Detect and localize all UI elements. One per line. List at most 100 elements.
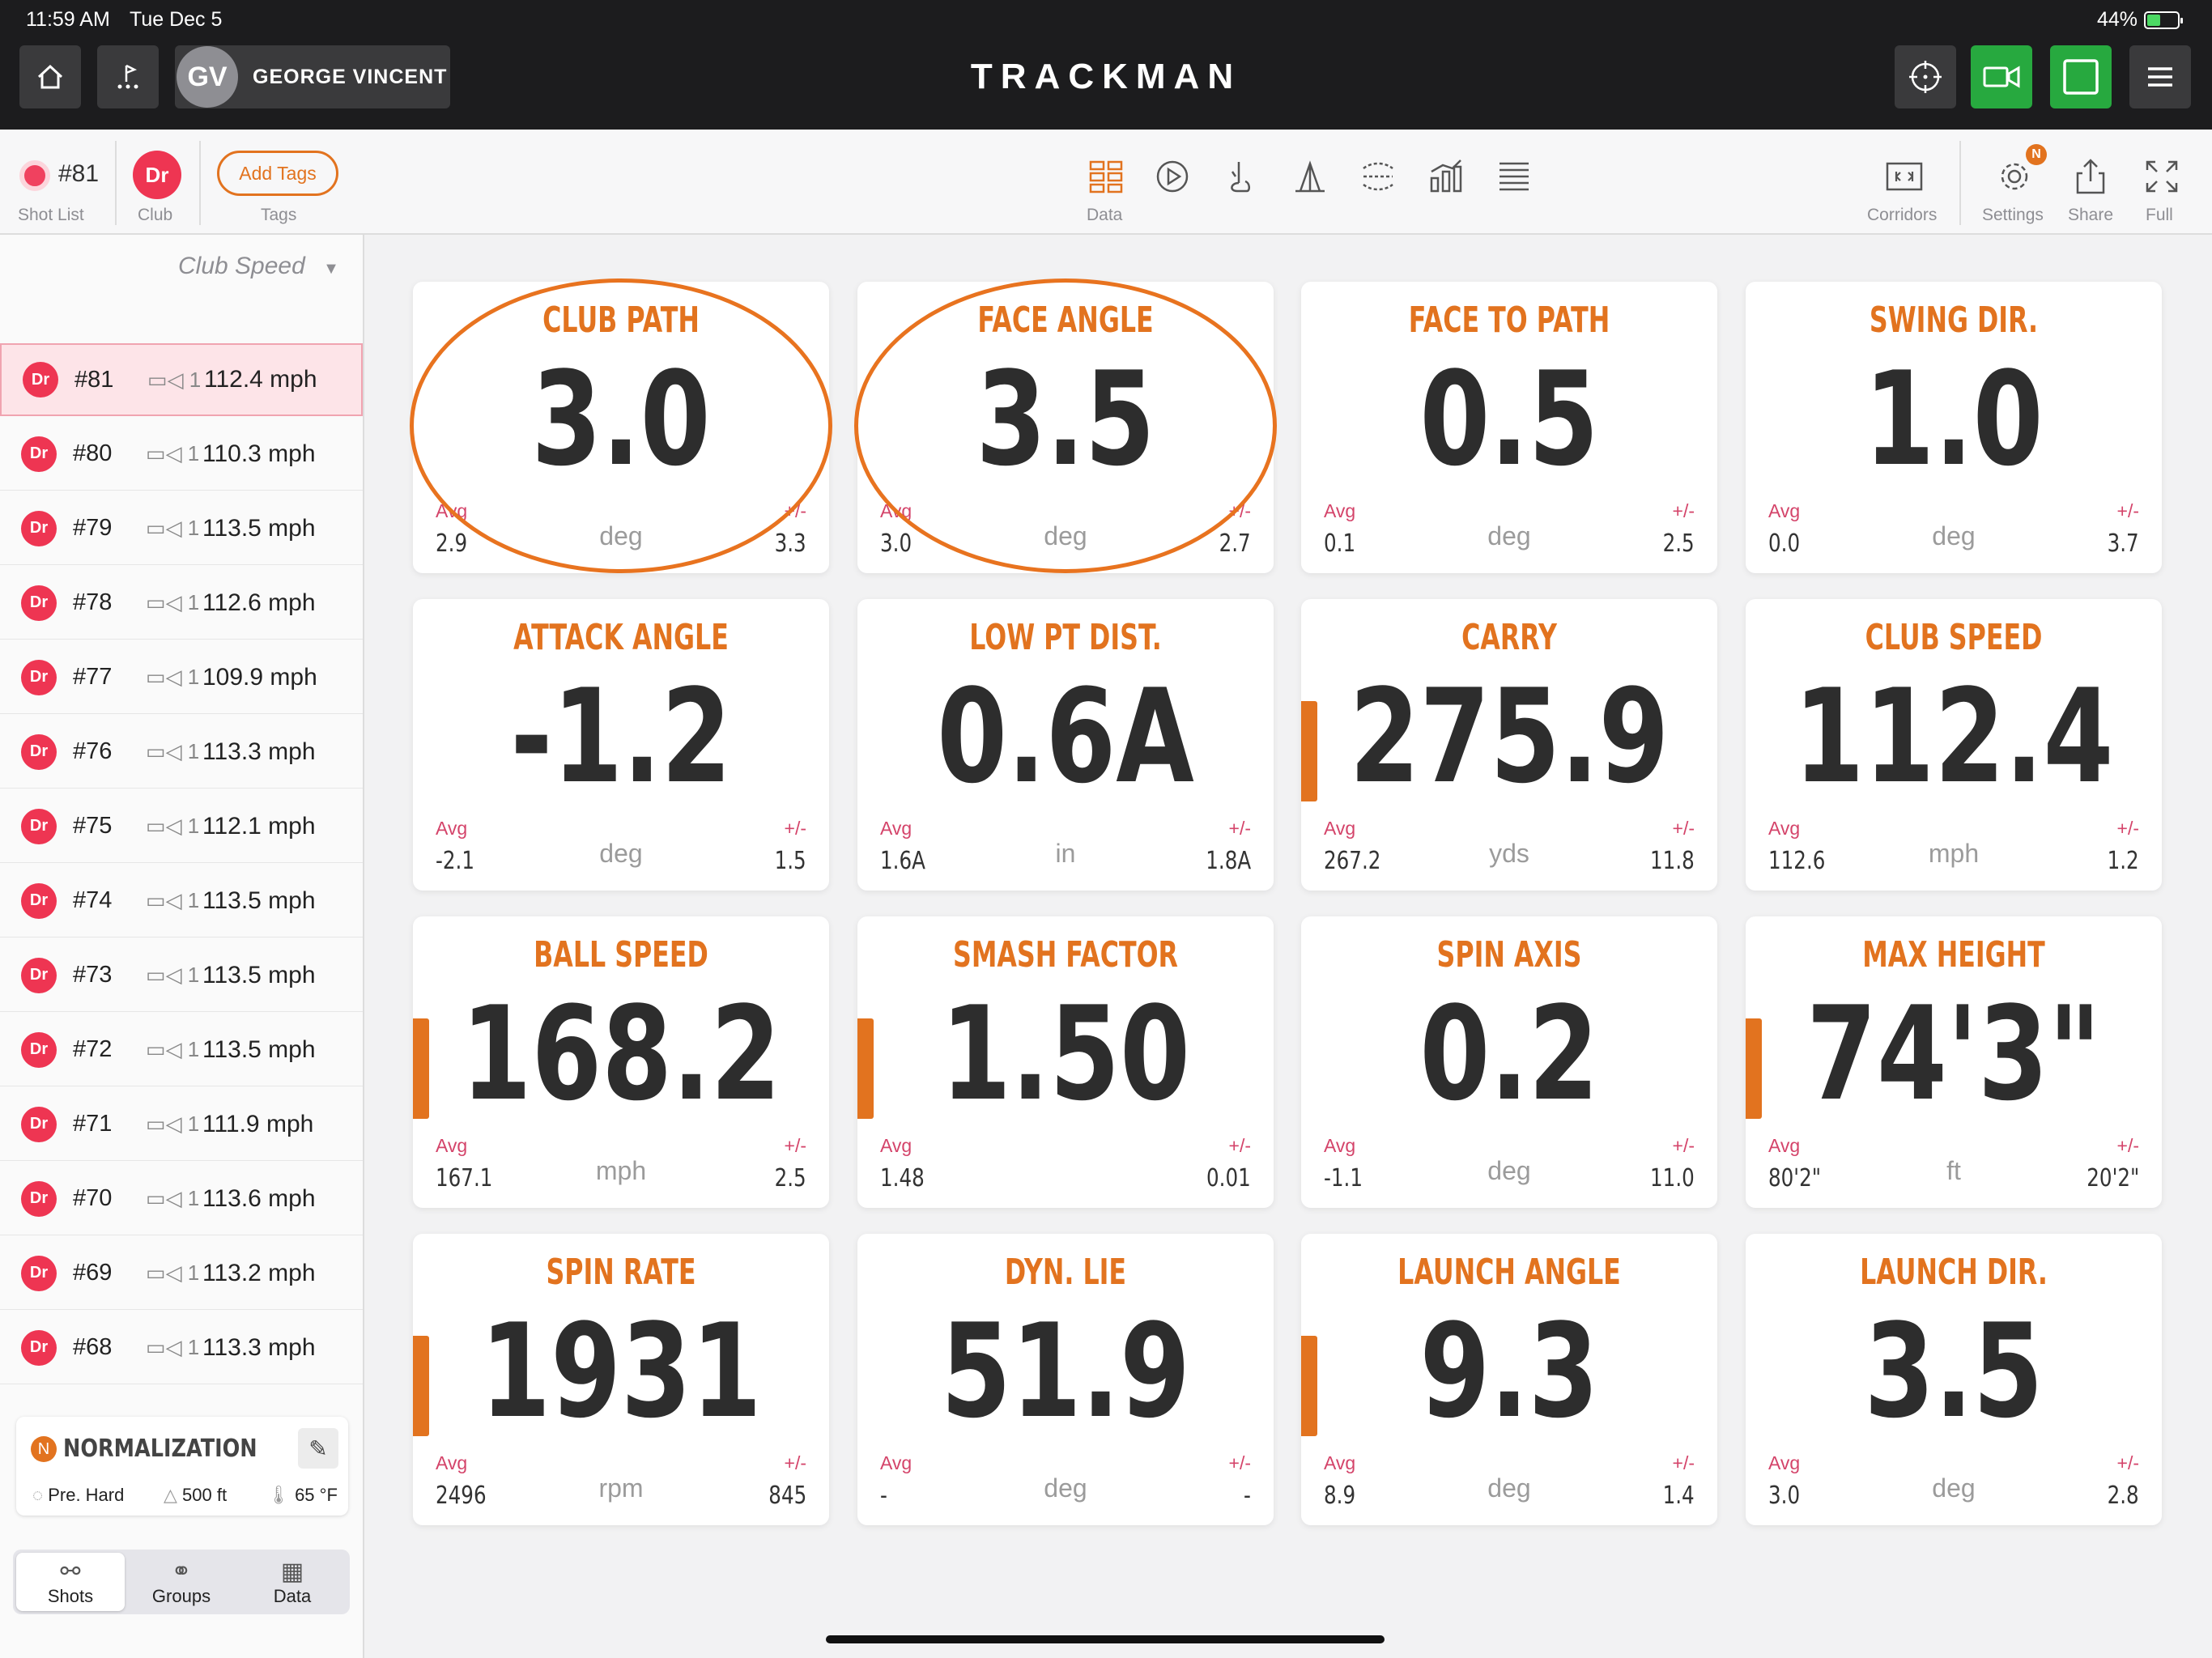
pencil-icon: ✎ [308, 1435, 328, 1461]
record-indicator[interactable] [19, 160, 50, 191]
tile-unit: deg [599, 521, 643, 551]
shots-icon: ⚯ [60, 1558, 81, 1585]
tile-unit: deg [599, 839, 643, 868]
data-tile[interactable]: LOW PT DIST. 0.6A Avg +/- 1.6A in 1.8A [857, 599, 1274, 891]
data-tile[interactable]: SPIN AXIS 0.2 Avg +/- -1.1 deg 11.0 [1301, 916, 1717, 1208]
divider [115, 141, 117, 225]
tab-shots-label: Shots [47, 1585, 94, 1606]
player-selector[interactable]: GV GEORGE VINCENT [175, 45, 450, 108]
data-tile[interactable]: CLUB SPEED 112.4 Avg +/- 112.6 mph 1.2 [1746, 599, 2162, 891]
club-button[interactable]: Dr [133, 151, 181, 199]
data-tile[interactable]: SWING DIR. 1.0 Avg +/- 0.0 deg 3.7 [1746, 282, 2162, 573]
plus-minus-label: +/- [1228, 818, 1251, 839]
shot-row[interactable]: Dr #80 ▭◁ 1 110.3 mph [0, 418, 363, 491]
tab-groups[interactable]: ⚭ Groups [127, 1553, 236, 1611]
tab-shots[interactable]: ⚯ Shots [16, 1553, 125, 1611]
data-tile[interactable]: LAUNCH DIR. 3.5 Avg +/- 3.0 deg 2.8 [1746, 1234, 2162, 1525]
video-count: ▭◁ 1 [146, 590, 202, 615]
tile-title: LAUNCH DIR. [1860, 1252, 2048, 1293]
data-tile[interactable]: BALL SPEED 168.2 Avg +/- 167.1 mph 2.5 [413, 916, 829, 1208]
current-shot-number[interactable]: #81 [58, 160, 100, 187]
shot-row[interactable]: Dr #72 ▭◁ 1 113.5 mph [0, 1014, 363, 1086]
sort-dropdown[interactable]: Club Speed ▼ [178, 253, 339, 280]
data-tile[interactable]: FACE TO PATH 0.5 Avg +/- 0.1 deg 2.5 [1301, 282, 1717, 573]
corridors-label: Corridors [1867, 206, 1938, 224]
tile-title: ATTACK ANGLE [513, 617, 729, 658]
shot-list-label: Shot List [18, 206, 84, 224]
shot-row[interactable]: Dr #77 ▭◁ 1 109.9 mph [0, 641, 363, 714]
share-icon[interactable] [2071, 157, 2110, 196]
bar-chart-icon[interactable] [1427, 157, 1465, 196]
club-speed-value: 110.3 mph [202, 440, 316, 467]
avg-label: Avg [1324, 500, 1356, 521]
plus-minus-label: +/- [2116, 1452, 2139, 1473]
hamburger-menu-icon [2148, 67, 2172, 87]
video-count: ▭◁ 1 [146, 516, 202, 541]
avg-label: Avg [436, 1452, 468, 1473]
shot-row[interactable]: Dr #79 ▭◁ 1 113.5 mph [0, 492, 363, 565]
plus-minus-label: +/- [1672, 1452, 1695, 1473]
club-impact-icon[interactable] [1221, 157, 1260, 196]
trajectory-side-icon[interactable] [1291, 157, 1329, 196]
video-count: ▭◁ 1 [146, 1037, 202, 1062]
shot-row[interactable]: Dr #74 ▭◁ 1 113.5 mph [0, 865, 363, 937]
plus-minus-value: 0.01 [1206, 1164, 1251, 1192]
tab-data[interactable]: ▦ Data [238, 1553, 347, 1611]
club-speed-value: 113.5 mph [202, 961, 316, 988]
video-count: ▭◁ 1 [147, 368, 204, 393]
fullscreen-icon[interactable] [2142, 157, 2181, 196]
shot-row[interactable]: Dr #68 ▭◁ 1 113.3 mph [0, 1312, 363, 1384]
tile-title: CARRY [1461, 617, 1557, 658]
club-speed-value: 113.5 mph [202, 1035, 316, 1063]
split-view-button[interactable] [2050, 45, 2112, 108]
add-tags-button[interactable]: Add Tags [217, 151, 338, 196]
list-view-icon[interactable] [1495, 157, 1534, 196]
avg-label: Avg [880, 818, 912, 839]
club-badge: Dr [23, 362, 58, 397]
tile-title: FACE ANGLE [977, 300, 1154, 341]
tile-unit: deg [1044, 521, 1087, 551]
status-time: 11:59 AM [26, 8, 110, 31]
video-button[interactable] [1971, 45, 2032, 108]
target-button[interactable] [1895, 45, 1956, 108]
shot-row[interactable]: Dr #73 ▭◁ 1 113.5 mph [0, 939, 363, 1012]
avg-label: Avg [880, 1452, 912, 1473]
settings-icon[interactable] [1995, 157, 2034, 196]
video-camera-icon: ▭◁ [146, 441, 182, 466]
avg-value: 112.6 [1768, 847, 1826, 875]
video-count: ▭◁ 1 [146, 1261, 202, 1286]
shot-row[interactable]: Dr #71 ▭◁ 1 111.9 mph [0, 1088, 363, 1161]
data-tile[interactable]: DYN. LIE 51.9 Avg +/- - deg - [857, 1234, 1274, 1525]
data-view-icon[interactable] [1087, 157, 1125, 196]
corridors-icon[interactable] [1885, 157, 1924, 196]
course-button[interactable] [97, 45, 159, 108]
plus-minus-value: 3.7 [2107, 529, 2139, 558]
shot-row[interactable]: Dr #69 ▭◁ 1 113.2 mph [0, 1237, 363, 1310]
data-tile[interactable]: SMASH FACTOR 1.50 Avg +/- 1.48 0.01 [857, 916, 1274, 1208]
data-tile[interactable]: SPIN RATE 1931 Avg +/- 2496 rpm 845 [413, 1234, 829, 1525]
shot-row[interactable]: Dr #76 ▭◁ 1 113.3 mph [0, 716, 363, 789]
menu-button[interactable] [2129, 45, 2191, 108]
data-tile[interactable]: LAUNCH ANGLE 9.3 Avg +/- 8.9 deg 1.4 [1301, 1234, 1717, 1525]
shot-row[interactable]: Dr #78 ▭◁ 1 112.6 mph [0, 567, 363, 640]
shot-number: #71 [73, 1111, 113, 1137]
trajectory-top-icon[interactable] [1359, 157, 1397, 196]
data-tile[interactable]: ATTACK ANGLE -1.2 Avg +/- -2.1 deg 1.5 [413, 599, 829, 891]
video-camera-icon: ▭◁ [146, 1112, 182, 1136]
data-tile[interactable]: CARRY 275.9 Avg +/- 267.2 yds 11.8 [1301, 599, 1717, 891]
data-tile[interactable]: CLUB PATH 3.0 Avg +/- 2.9 deg 3.3 [413, 282, 829, 573]
play-video-icon[interactable] [1153, 157, 1192, 196]
club-badge: Dr [21, 1329, 57, 1366]
home-button[interactable] [19, 45, 81, 108]
avg-value: 167.1 [436, 1164, 493, 1192]
shot-row[interactable]: Dr #81 ▭◁ 1 112.4 mph [0, 343, 363, 416]
video-count-value: 1 [187, 963, 200, 987]
golf-flag-icon [117, 64, 138, 89]
video-count: ▭◁ 1 [146, 739, 202, 764]
shot-row[interactable]: Dr #75 ▭◁ 1 112.1 mph [0, 790, 363, 863]
edit-normalization-button[interactable]: ✎ [298, 1428, 338, 1469]
data-tile[interactable]: MAX HEIGHT 74'3" Avg +/- 80'2" ft 20'2" [1746, 916, 2162, 1208]
avg-value: 8.9 [1324, 1482, 1356, 1510]
shot-row[interactable]: Dr #70 ▭◁ 1 113.6 mph [0, 1163, 363, 1235]
data-tile[interactable]: FACE ANGLE 3.5 Avg +/- 3.0 deg 2.7 [857, 282, 1274, 573]
